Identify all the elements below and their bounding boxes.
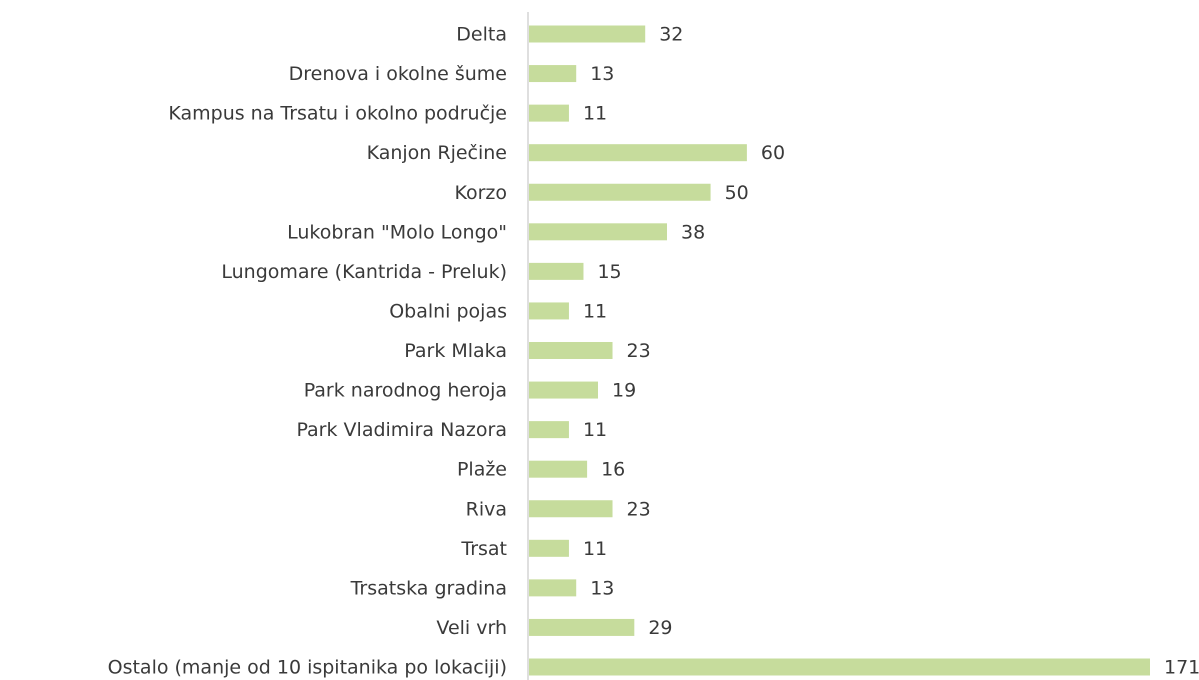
data-label: 23 xyxy=(627,498,651,520)
data-label: 29 xyxy=(648,617,672,639)
data-label: 11 xyxy=(583,419,607,441)
bar xyxy=(529,25,646,43)
category-label: Obalni pojas xyxy=(389,300,507,322)
data-label: 16 xyxy=(601,459,625,481)
bar xyxy=(529,500,613,518)
category-label: Trsatska gradina xyxy=(350,577,507,599)
data-label: 13 xyxy=(590,577,614,599)
category-label: Plaže xyxy=(457,459,507,481)
category-label: Park narodnog heroja xyxy=(304,380,507,402)
bar xyxy=(529,342,613,359)
bar xyxy=(529,618,635,636)
bar xyxy=(529,262,584,280)
bar xyxy=(529,421,569,439)
bar xyxy=(529,104,569,122)
data-label: 60 xyxy=(761,142,785,164)
category-label: Kampus na Trsatu i okolno područje xyxy=(168,103,507,125)
category-label: Ostalo (manje od 10 ispitanika po lokaci… xyxy=(108,657,507,679)
data-label: 38 xyxy=(681,221,705,243)
category-label: Veli vrh xyxy=(436,617,507,639)
data-label: 171 xyxy=(1164,657,1199,679)
category-label: Park Mlaka xyxy=(404,340,507,362)
bar xyxy=(529,460,588,478)
data-label: 11 xyxy=(583,538,607,560)
bar xyxy=(529,539,569,557)
bar xyxy=(529,144,747,162)
category-label: Riva xyxy=(466,498,507,520)
category-label: Lungomare (Kantrida - Preluk) xyxy=(221,261,507,283)
bar xyxy=(529,183,711,201)
bar xyxy=(529,302,569,320)
bar xyxy=(529,381,598,399)
data-label: 32 xyxy=(659,24,683,46)
bar xyxy=(529,579,577,597)
data-label: 11 xyxy=(583,300,607,322)
data-label: 13 xyxy=(590,63,614,85)
category-label: Korzo xyxy=(454,182,507,204)
category-label: Kanjon Rječine xyxy=(367,142,507,164)
category-label: Trsat xyxy=(460,538,507,560)
data-label: 15 xyxy=(597,261,621,283)
category-label: Delta xyxy=(456,24,507,46)
category-label: Drenova i okolne šume xyxy=(289,63,507,85)
bar xyxy=(529,65,577,83)
category-label: Lukobran "Molo Longo" xyxy=(287,221,507,243)
data-label: 50 xyxy=(725,182,749,204)
bar xyxy=(529,658,1150,676)
data-label: 23 xyxy=(627,340,651,362)
category-label: Park Vladimira Nazora xyxy=(296,419,507,441)
bar xyxy=(529,223,667,241)
data-label: 11 xyxy=(583,103,607,125)
data-label: 19 xyxy=(612,380,636,402)
